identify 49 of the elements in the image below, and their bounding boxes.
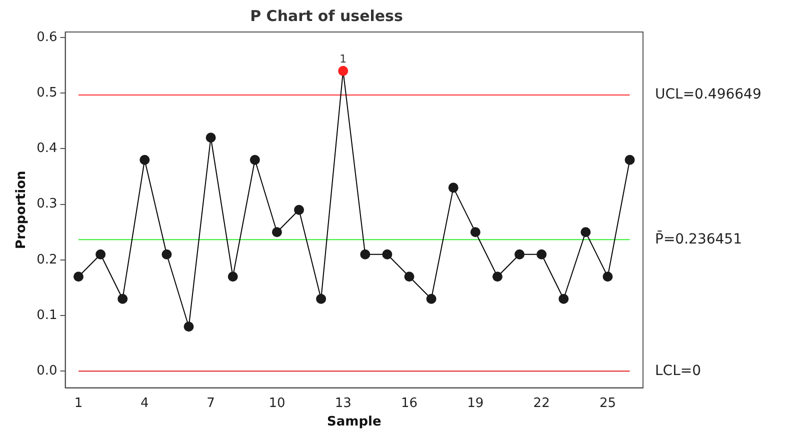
point: [206, 132, 216, 143]
ref-line-label: LCL=0: [655, 362, 702, 379]
y-tick-label: 0.5: [36, 86, 58, 101]
x-tick-label: 1: [74, 396, 83, 411]
point: [184, 322, 194, 332]
y-tick-label: 0.6: [36, 30, 58, 45]
point: [404, 272, 414, 282]
x-tick-label: 10: [268, 396, 286, 411]
point: [470, 227, 480, 238]
x-tick-label: 7: [206, 396, 215, 411]
y-tick-label: 0.1: [36, 308, 58, 323]
point: [96, 249, 106, 260]
point: [426, 294, 436, 304]
point: [580, 227, 591, 238]
point: [448, 182, 458, 193]
y-tick-label: 0.3: [36, 196, 58, 212]
annotation: 1: [340, 52, 347, 66]
point: [118, 294, 128, 304]
point: [294, 204, 304, 215]
y-tick-label: 0.2: [36, 252, 58, 268]
point: [162, 249, 172, 260]
point: [624, 154, 635, 165]
point: [250, 154, 260, 165]
point: [602, 272, 613, 282]
x-tick-label: 19: [467, 396, 484, 411]
point: [140, 154, 150, 165]
y-tick-label: 0.0: [36, 363, 58, 378]
point: [74, 272, 84, 282]
point: [272, 227, 282, 238]
point: [514, 249, 525, 260]
point: [536, 249, 547, 260]
chart-title: P Chart of useless: [250, 6, 403, 25]
y-axis-title: Proportion: [14, 170, 30, 250]
x-axis-title: Sample: [327, 414, 382, 430]
x-tick-label: 4: [140, 396, 149, 411]
x-tick-label: 13: [334, 396, 352, 411]
ref-line-label: UCL=0.496649: [655, 86, 762, 103]
point: [492, 272, 502, 282]
point: [316, 294, 326, 304]
point: [360, 249, 370, 260]
point: [558, 294, 569, 304]
point: [338, 66, 348, 76]
x-tick-label: 16: [400, 396, 418, 411]
x-tick-label: 25: [599, 396, 616, 411]
ref-line-label: P̄=0.236451: [655, 230, 742, 248]
x-tick-label: 22: [533, 396, 550, 411]
point: [382, 249, 392, 260]
point: [228, 272, 238, 282]
y-tick-label: 0.4: [36, 141, 58, 156]
